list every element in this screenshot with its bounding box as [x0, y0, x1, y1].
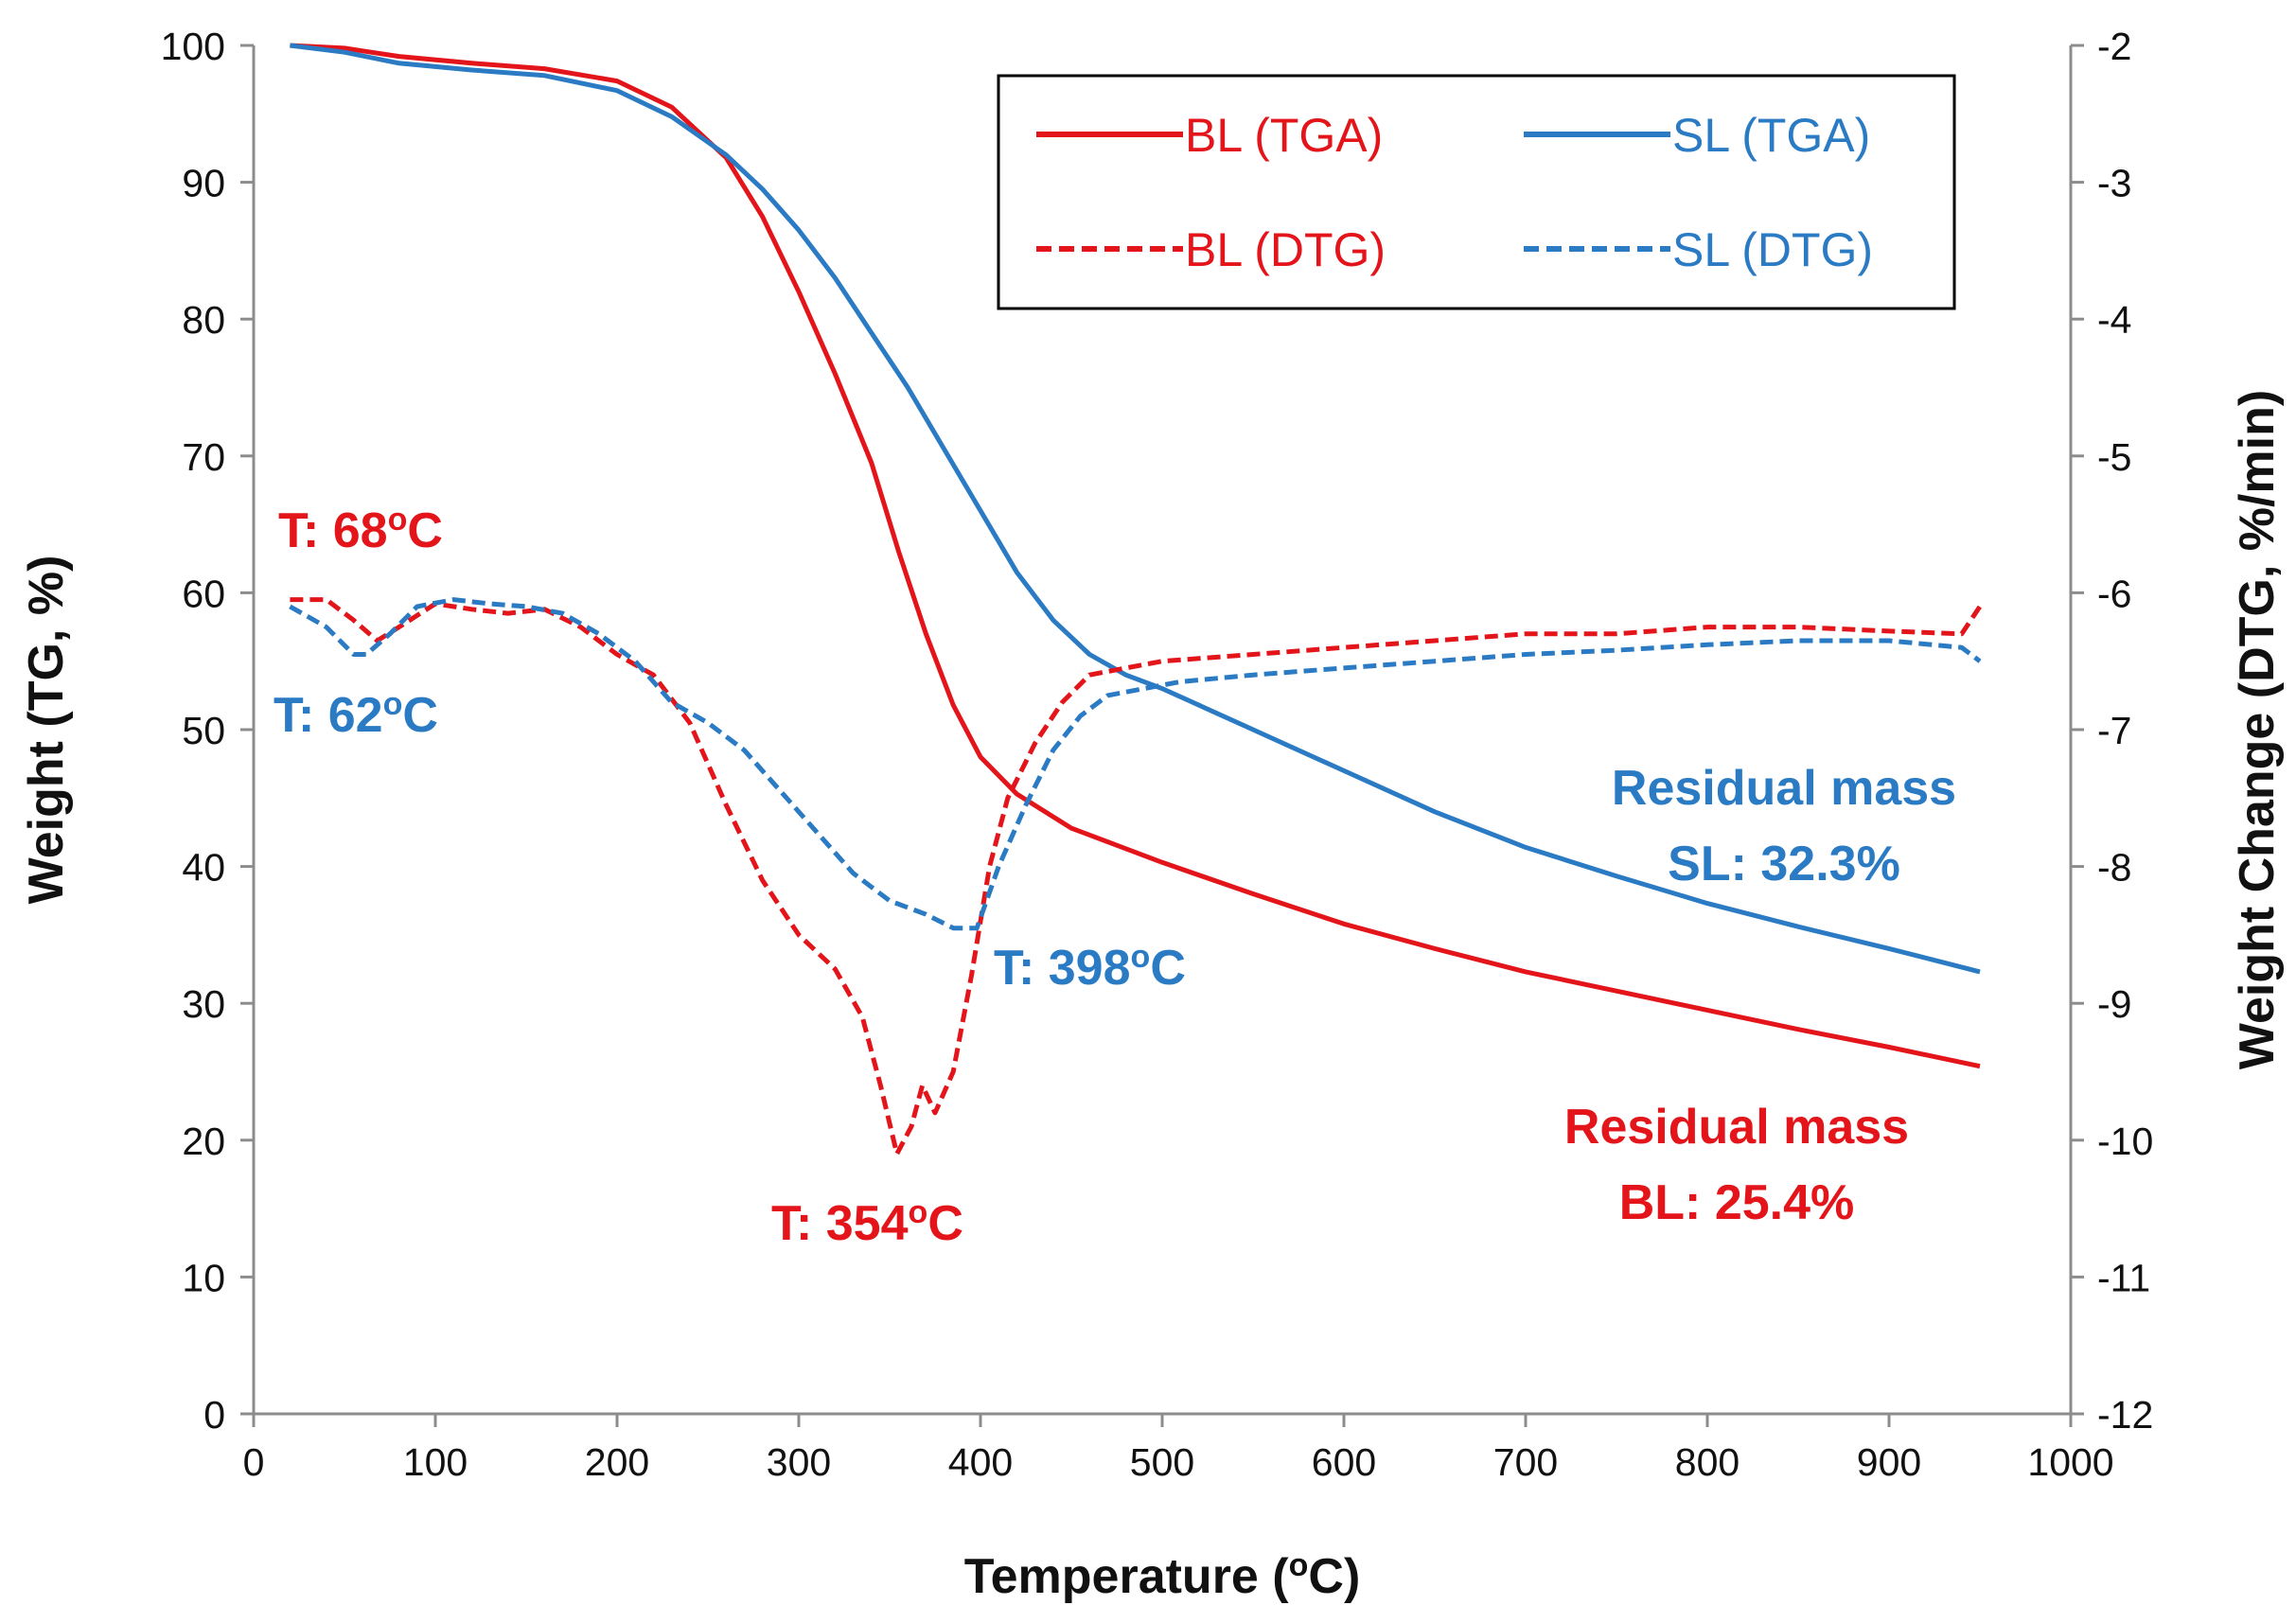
x-tick-label: 700	[1493, 1440, 1558, 1484]
series-sl-dtg	[289, 597, 1982, 931]
y2-tick-label: -11	[2097, 1256, 2150, 1299]
legend-label: SL (DTG)	[1672, 223, 1873, 276]
annotation-peak-sl398: T: 398oC	[994, 939, 1186, 996]
legend: BL (TGA) SL (TGA) BL (DTG) SL (DTG)	[997, 74, 1956, 310]
x-tick-label: 100	[403, 1440, 468, 1484]
y-tick-label: 100	[161, 25, 225, 68]
series-bl-tga	[290, 43, 1981, 1069]
x-tick-label: 800	[1675, 1440, 1740, 1484]
annotation-peak-bl68: T: 68oC	[278, 502, 443, 558]
y-axis-title: Weight (TG, %)	[19, 556, 74, 905]
x-tick-label: 500	[1130, 1440, 1194, 1484]
y2-tick-label: -2	[2097, 25, 2131, 68]
y-tick-label: 50	[182, 709, 225, 752]
legend-box	[997, 74, 1956, 310]
legend-label: BL (TGA)	[1185, 109, 1383, 162]
annotation-peak-sl62: T: 62oC	[274, 686, 438, 743]
y2-tick-label: -9	[2097, 982, 2131, 1026]
y-tick-label: 70	[182, 435, 225, 479]
y2-tick-label: -5	[2097, 435, 2131, 479]
y2-tick-label: -3	[2097, 162, 2131, 205]
annotations: T: 68oC T: 62oC T: 354oC T: 398oC Residual m…	[274, 502, 1956, 1251]
annotation-residual-sl-line1: Residual mass	[1612, 761, 1956, 816]
x-tick-label: 0	[243, 1440, 265, 1484]
x-tick-label: 200	[585, 1440, 649, 1484]
x-tick-label: 300	[767, 1440, 831, 1484]
legend-label: BL (DTG)	[1185, 223, 1386, 276]
y2-axis-title: Weight Change (DTG, %/min)	[2230, 390, 2285, 1069]
series-bl-dtg	[290, 597, 1983, 1156]
y-tick-label: 30	[182, 982, 225, 1026]
y2-tick-label: -8	[2097, 846, 2131, 890]
y2-tick-label: -6	[2097, 572, 2131, 615]
annotation-residual-sl-line2: SL: 32.3%	[1668, 837, 1900, 891]
x-tick-label: 400	[948, 1440, 1013, 1484]
y2-tick-label: -7	[2097, 709, 2131, 752]
x-axis-title: Temperature (oC)	[964, 1547, 1361, 1604]
y2-tick-label: -10	[2097, 1120, 2153, 1163]
series-sl-tga	[290, 43, 1981, 975]
y-tick-label: 90	[182, 162, 225, 205]
annotation-residual-bl-line2: BL: 25.4%	[1619, 1175, 1855, 1230]
y-tick-label: 0	[203, 1393, 225, 1437]
y-tick-label: 80	[182, 298, 225, 342]
legend-label: SL (TGA)	[1672, 109, 1870, 162]
annotation-residual-bl-line1: Residual mass	[1564, 1100, 1909, 1155]
x-tick-label: 900	[1857, 1440, 1921, 1484]
annotation-peak-bl354: T: 354oC	[771, 1194, 963, 1251]
y-tick-label: 10	[182, 1256, 225, 1299]
series-layer	[289, 43, 1983, 1156]
x-tick-label: 600	[1312, 1440, 1376, 1484]
y2-tick-label: -4	[2097, 298, 2131, 342]
y-tick-label: 20	[182, 1120, 225, 1163]
axes: 0 100 200 300 400 500 600 700 800 900 1000 0 10 20 30 4…	[19, 25, 2285, 1604]
x-tick-label: 1000	[2027, 1440, 2113, 1484]
y-tick-label: 60	[182, 572, 225, 615]
y-tick-label: 40	[182, 846, 225, 890]
y2-tick-label: -12	[2097, 1393, 2153, 1437]
